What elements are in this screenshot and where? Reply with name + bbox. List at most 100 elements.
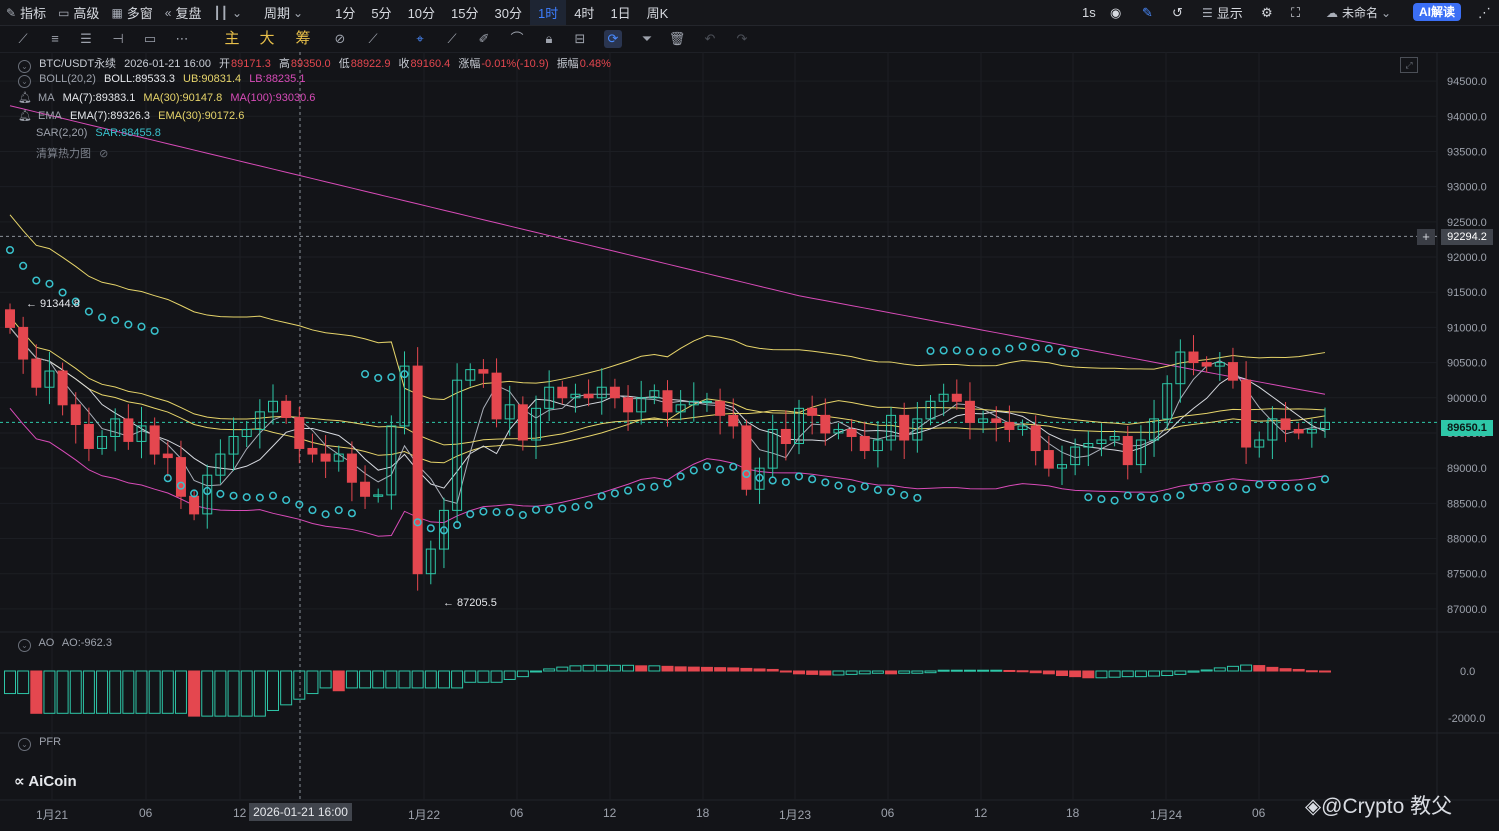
- draw-icon[interactable]: ✎: [1142, 4, 1153, 20]
- bell-icon[interactable]: 🔔︎: [18, 92, 32, 104]
- time-tick: 18: [1066, 806, 1080, 820]
- sar-dot: [1202, 483, 1211, 492]
- bell-icon[interactable]: 🔔︎: [18, 110, 32, 122]
- settings-icon[interactable]: ⚙: [1261, 4, 1273, 20]
- trend-line-icon[interactable]: ⟋: [18, 31, 28, 46]
- refresh-1s-button[interactable]: 1s: [1082, 5, 1096, 20]
- candle-body: [978, 418, 989, 423]
- ao-bar: [56, 670, 69, 714]
- undo-icon[interactable]: ↶: [704, 31, 716, 46]
- time-tick: 18: [696, 806, 710, 820]
- period-tab-4[interactable]: 30分: [494, 6, 522, 21]
- ema30-value: EMA(30):90172.6: [158, 110, 245, 122]
- ao-bar: [766, 668, 779, 672]
- camera-icon[interactable]: ◉: [1110, 4, 1122, 20]
- chevron-down-icon: ⌄: [293, 5, 304, 20]
- more-icon[interactable]: ⋯: [175, 31, 189, 46]
- replay-button[interactable]: «复盘: [159, 0, 208, 25]
- sar-dot: [1044, 344, 1053, 353]
- ao-bar: [595, 664, 608, 672]
- indicator-button[interactable]: ✎ 指标: [0, 0, 52, 25]
- redo-icon[interactable]: ↷: [736, 31, 748, 46]
- aicoin-logo: ∝ AiCoin: [14, 772, 77, 790]
- period-tab-1[interactable]: 5分: [371, 6, 392, 21]
- collapse-icon[interactable]: ⌄: [18, 60, 31, 73]
- collapse-icon[interactable]: ⌄: [18, 75, 31, 88]
- horizontal-line-icon[interactable]: ⊣: [112, 31, 124, 46]
- sar-dot: [834, 481, 843, 490]
- period-tab-8[interactable]: 周K: [646, 6, 669, 21]
- ao-bar: [69, 670, 82, 714]
- candle-body: [1083, 443, 1094, 448]
- chip-distribution-button[interactable]: 筹: [295, 30, 311, 47]
- period-tabs: 1分 5分 10分 15分 30分 1时 4时 1日 周K: [327, 0, 676, 25]
- period-tab-0[interactable]: 1分: [335, 6, 356, 21]
- period-tab-2[interactable]: 10分: [407, 6, 436, 21]
- boll-ub-value: UB:90831.4: [183, 73, 242, 85]
- period-tab-5[interactable]: 1时: [529, 0, 567, 25]
- ruler-icon[interactable]: ⟋: [447, 31, 457, 46]
- ao-bar: [188, 670, 201, 717]
- expand-icon[interactable]: ⤢: [1400, 57, 1418, 73]
- price-tick: 92500.0: [1447, 217, 1487, 229]
- advanced-button[interactable]: ▭ 高级: [52, 0, 105, 25]
- big-chip-button[interactable]: 大: [259, 30, 275, 47]
- filter-icon[interactable]: ⏷: [641, 31, 653, 46]
- ao-bar: [214, 670, 227, 717]
- main-chip-button[interactable]: 主: [224, 30, 240, 47]
- sar-dot: [1018, 342, 1027, 351]
- price-tick: 87000.0: [1447, 604, 1487, 616]
- candle-body: [452, 379, 463, 511]
- period-dropdown[interactable]: 周期 ⌄: [258, 0, 313, 25]
- sar-dot: [1307, 482, 1316, 492]
- ao-value: AO:-962.3: [61, 637, 112, 649]
- collapse-icon[interactable]: ⌄: [18, 639, 31, 652]
- hlines-icon[interactable]: ☰: [80, 31, 92, 46]
- add-alert-icon[interactable]: +: [1417, 229, 1435, 245]
- crosshair-icon[interactable]: ⌖: [416, 31, 424, 46]
- period-tab-3[interactable]: 15分: [451, 6, 479, 21]
- rectangle-icon[interactable]: ▭: [143, 31, 157, 46]
- layout-dropdown[interactable]: ☁ 未命名 ⌄: [1320, 0, 1401, 25]
- ma-name: MA: [38, 92, 55, 104]
- period-tab-7[interactable]: 1日: [610, 6, 631, 21]
- trash-icon[interactable]: 🗑︎: [668, 31, 686, 46]
- ao-bar: [1095, 670, 1108, 679]
- lock-icon[interactable]: 🔒︎: [545, 31, 553, 46]
- eye-hidden-icon[interactable]: ⊘: [99, 148, 109, 160]
- measure-icon[interactable]: ⊘: [334, 31, 346, 46]
- candle-body: [1096, 439, 1107, 445]
- display-button[interactable]: ☰ 显示: [1196, 0, 1249, 25]
- candle-body: [44, 370, 55, 388]
- ao-bar: [530, 670, 542, 673]
- ao-bar: [1069, 670, 1082, 678]
- hide-icon[interactable]: ⊟: [574, 31, 586, 46]
- candle-body: [517, 404, 528, 441]
- candle-body: [1162, 383, 1173, 420]
- ao-bar: [516, 670, 529, 678]
- candle-body: [662, 390, 673, 413]
- share-icon[interactable]: ⋰: [1478, 4, 1491, 20]
- period-tab-6[interactable]: 4时: [574, 6, 595, 21]
- candle-body: [412, 365, 423, 575]
- ai-interpret-button[interactable]: AI解读: [1413, 3, 1462, 21]
- eraser-icon[interactable]: ✐: [478, 31, 490, 46]
- candle-body: [83, 424, 94, 449]
- sar-dot: [466, 510, 475, 519]
- brush-icon[interactable]: ⟋: [368, 31, 378, 46]
- sar-dot: [479, 507, 488, 516]
- time-tick: 06: [1252, 806, 1266, 820]
- fullscreen-icon[interactable]: ⛶: [1291, 4, 1301, 20]
- magnet-icon[interactable]: ⌒: [510, 31, 524, 46]
- multi-window-button[interactable]: ▦ 多窗: [105, 0, 158, 25]
- collapse-icon[interactable]: ⌄: [18, 738, 31, 751]
- chart-type-button[interactable]: ┃┃ ⌄: [208, 0, 253, 25]
- link-icon[interactable]: ⟳: [604, 30, 622, 48]
- replay-icon[interactable]: ↺: [1172, 4, 1183, 20]
- sar-dot: [1150, 494, 1159, 503]
- ao-bar: [437, 670, 450, 689]
- low-value: 88922.9: [350, 58, 391, 70]
- parallel-lines-icon[interactable]: ≡: [51, 31, 59, 46]
- candle-body: [1306, 428, 1317, 434]
